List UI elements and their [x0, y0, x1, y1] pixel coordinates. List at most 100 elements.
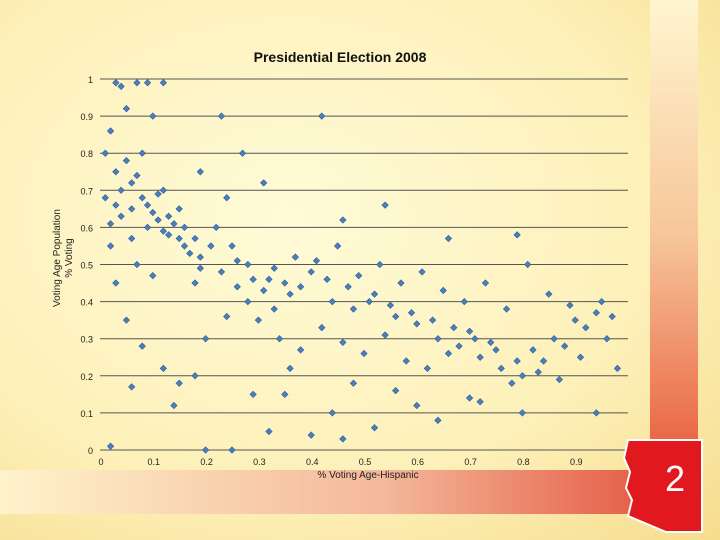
- data-point: [228, 242, 236, 250]
- data-point: [381, 331, 389, 339]
- data-point: [492, 346, 500, 354]
- data-point: [133, 171, 141, 180]
- y-tick-label: 0.4: [80, 298, 93, 308]
- data-point: [513, 231, 521, 239]
- data-point: [170, 401, 178, 410]
- data-point: [149, 112, 157, 120]
- data-point: [265, 427, 273, 436]
- y-tick-label: 0.2: [80, 372, 93, 382]
- data-point: [444, 349, 453, 358]
- data-point: [381, 201, 389, 209]
- data-point: [370, 424, 379, 432]
- data-point: [349, 379, 358, 387]
- data-point: [122, 316, 131, 324]
- data-point: [333, 242, 342, 250]
- data-point: [524, 260, 532, 269]
- data-point: [508, 379, 516, 387]
- data-point: [370, 290, 379, 298]
- data-point: [376, 260, 384, 269]
- data-point: [592, 309, 600, 317]
- x-tick-label: 0.2: [200, 457, 213, 467]
- data-point: [249, 390, 257, 398]
- data-point: [149, 272, 157, 280]
- data-point: [297, 346, 305, 354]
- data-point: [349, 305, 358, 313]
- data-point: [112, 279, 120, 287]
- data-point: [117, 186, 125, 194]
- data-point: [159, 227, 167, 235]
- data-point: [286, 290, 294, 298]
- data-point: [407, 309, 416, 317]
- data-point: [254, 316, 263, 324]
- y-tick-label: 0.6: [80, 223, 93, 233]
- data-point: [286, 364, 294, 373]
- data-point: [603, 335, 611, 343]
- data-point: [444, 234, 453, 243]
- data-point: [318, 112, 326, 120]
- data-point: [312, 257, 321, 265]
- data-point: [165, 212, 173, 220]
- data-point: [476, 353, 484, 361]
- data-point: [170, 220, 178, 228]
- data-point: [180, 223, 189, 232]
- x-tick-labels: 0 0.1 0.2 0.3 0.4 0.5 0.6 0.7 0.8 0.9: [98, 457, 582, 467]
- y-axis-label-line1: Voting Age Population: [52, 209, 63, 307]
- data-point: [550, 335, 558, 343]
- y-tick-label: 0.5: [80, 261, 93, 271]
- data-point: [175, 234, 183, 243]
- data-point: [112, 201, 120, 209]
- data-point: [571, 316, 579, 324]
- data-point: [592, 409, 600, 417]
- data-point: [497, 364, 505, 373]
- data-point: [138, 149, 146, 157]
- data-point: [439, 286, 447, 295]
- data-point: [297, 283, 305, 291]
- data-point: [117, 82, 125, 91]
- data-point: [143, 79, 152, 87]
- data-point: [471, 335, 479, 343]
- data-point: [238, 149, 247, 157]
- data-point: [423, 364, 431, 373]
- data-point: [207, 242, 215, 250]
- data-point: [455, 342, 463, 350]
- data-point: [344, 283, 352, 291]
- x-tick-label: 0.7: [464, 457, 477, 467]
- data-point: [133, 79, 141, 87]
- data-point: [529, 346, 537, 354]
- x-tick-label: 0.6: [412, 457, 425, 467]
- data-point: [513, 357, 521, 365]
- scatter-points: [101, 79, 622, 454]
- data-point: [191, 372, 199, 380]
- y-tick-label: 1: [88, 75, 93, 85]
- data-point: [275, 335, 284, 343]
- y-tick-labels: 0 0.1 0.2 0.3 0.4 0.5 0.6 0.7 0.8 0.9 1: [80, 75, 93, 456]
- data-point: [201, 446, 210, 454]
- data-point: [328, 297, 336, 306]
- data-point: [318, 323, 326, 332]
- data-point: [233, 283, 241, 291]
- data-point: [555, 375, 563, 384]
- x-tick-label: 0.9: [570, 457, 583, 467]
- data-point: [561, 342, 569, 350]
- arizona-map-icon: [622, 439, 703, 533]
- data-point: [196, 168, 204, 176]
- data-point: [180, 242, 189, 250]
- x-tick-label: 0: [98, 457, 103, 467]
- data-point: [476, 398, 484, 406]
- decorative-bar-bottom: [0, 470, 698, 514]
- data-point: [355, 272, 363, 280]
- data-point: [112, 79, 120, 87]
- data-point: [191, 279, 199, 287]
- data-point: [434, 416, 442, 424]
- data-point: [149, 208, 157, 217]
- data-point: [413, 401, 421, 410]
- x-tick-label: 0.4: [306, 457, 319, 467]
- data-point: [270, 305, 278, 313]
- data-point: [143, 223, 152, 232]
- data-point: [481, 279, 490, 287]
- data-point: [133, 260, 141, 269]
- data-point: [165, 231, 173, 239]
- data-point: [281, 279, 289, 287]
- data-point: [175, 205, 183, 213]
